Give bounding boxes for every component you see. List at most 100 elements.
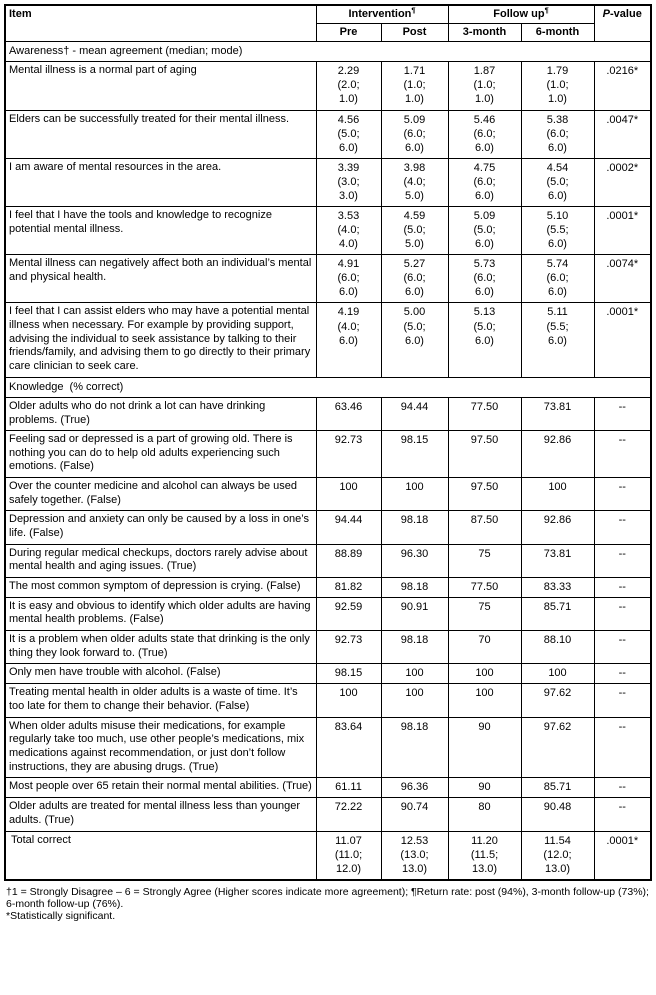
month3-cell: 70	[447, 630, 522, 665]
table-row: Mental illness is a normal part of aging…	[4, 61, 652, 111]
month6-cell: 73.81	[520, 543, 595, 578]
total-row: Total correct 11.07 (11.0; 12.0) 12.53 (13…	[4, 830, 652, 881]
item-cell: Feeling sad or depressed is a part of gr…	[4, 430, 317, 479]
table-row: During regular medical checkups, doctors…	[4, 543, 652, 578]
pre-cell: 4.19 (4.0; 6.0)	[315, 302, 382, 378]
item-cell: Mental illness is a normal part of aging	[4, 61, 317, 111]
return-rate-mark: ¶	[544, 5, 549, 15]
table-row: When older adults misuse their medicatio…	[4, 716, 652, 779]
table-row: Older adults are treated for mental illn…	[4, 797, 652, 832]
footnotes: †1 = Strongly Disagree – 6 = Strongly Ag…	[4, 886, 653, 923]
item-cell: Older adults who do not drink a lot can …	[4, 396, 317, 432]
pvalue-cell: --	[593, 576, 652, 598]
pvalue-p: P	[602, 8, 611, 20]
month6-cell: 90.48	[520, 797, 595, 832]
pvalue-cell: .0216*	[593, 61, 652, 111]
month3-cell: 75	[447, 596, 522, 632]
pvalue-cell: --	[593, 596, 652, 632]
post-cell: 5.09 (6.0; 6.0)	[380, 109, 449, 159]
col-header-3month: 3-month	[447, 23, 522, 42]
month6-cell: 1.79 (1.0; 1.0)	[520, 61, 595, 111]
month6-cell: 97.62	[520, 683, 595, 718]
item-cell: Elders can be successfully treated for t…	[4, 109, 317, 159]
table-row: The most common symptom of depression is…	[4, 576, 652, 598]
month6-cell: 4.54 (5.0; 6.0)	[520, 157, 595, 208]
pvalue-cell: --	[593, 797, 652, 832]
month6-cell: 100	[520, 477, 595, 512]
item-cell: During regular medical checkups, doctors…	[4, 543, 317, 578]
pre-cell: 100	[315, 477, 382, 512]
pvalue-cell: .0001*	[593, 205, 652, 256]
pvalue-cell: --	[593, 630, 652, 665]
col-header-pre: Pre	[315, 23, 382, 42]
return-rate-mark: ¶	[411, 5, 416, 15]
month6-cell: 88.10	[520, 630, 595, 665]
pvalue-cell: --	[593, 716, 652, 779]
item-cell: Only men have trouble with alcohol. (Fal…	[4, 663, 317, 685]
col-header-6month: 6-month	[520, 23, 595, 42]
month3-cell: 87.50	[447, 510, 522, 545]
header-row-groups: Item Intervention¶ Follow up¶ P-value	[4, 4, 652, 42]
month3-cell: 100	[447, 663, 522, 685]
pvalue-suffix: -value	[610, 8, 642, 20]
month3-cell: 97.50	[447, 477, 522, 512]
table-row: I feel that I have the tools and knowled…	[4, 205, 652, 256]
month6-cell: 100	[520, 663, 595, 685]
pre-cell: 92.59	[315, 596, 382, 632]
post-cell: 98.18	[380, 576, 449, 598]
item-cell: Older adults are treated for mental illn…	[4, 797, 317, 832]
item-cell: The most common symptom of depression is…	[4, 576, 317, 598]
pre-cell: 4.56 (5.0; 6.0)	[315, 109, 382, 159]
pre-cell: 61.11	[315, 777, 382, 799]
month6-cell: 85.71	[520, 596, 595, 632]
pvalue-cell: .0047*	[593, 109, 652, 159]
item-cell: Most people over 65 retain their normal …	[4, 777, 317, 799]
table-row: It is easy and obvious to identify which…	[4, 596, 652, 632]
pre-cell: 100	[315, 683, 382, 718]
post-cell: 90.91	[380, 596, 449, 632]
month6-cell: 83.33	[520, 576, 595, 598]
item-cell: I feel that I have the tools and knowled…	[4, 205, 317, 256]
pvalue-column-header: P-value	[593, 4, 652, 42]
item-cell: Over the counter medicine and alcohol ca…	[4, 477, 317, 512]
month6-cell: 5.10 (5.5; 6.0)	[520, 205, 595, 256]
post-cell: 96.30	[380, 543, 449, 578]
month3-cell: 80	[447, 797, 522, 832]
item-cell: It is a problem when older adults state …	[4, 630, 317, 665]
intervention-group-header: Intervention¶	[315, 4, 449, 24]
post-cell: 98.15	[380, 430, 449, 479]
pre-cell: 83.64	[315, 716, 382, 779]
month3-cell: 1.87 (1.0; 1.0)	[447, 61, 522, 111]
month3-cell: 11.20 (11.5; 13.0)	[447, 830, 522, 881]
section-title: Knowledge (% correct)	[4, 376, 652, 398]
results-table-body: Awareness† - mean agreement (median; mod…	[4, 40, 652, 881]
table-row: Elders can be successfully treated for t…	[4, 109, 652, 159]
month3-cell: 90	[447, 716, 522, 779]
month6-cell: 5.11 (5.5; 6.0)	[520, 302, 595, 378]
post-cell: 5.00 (5.0; 6.0)	[380, 302, 449, 378]
pvalue-cell: --	[593, 510, 652, 545]
month3-cell: 77.50	[447, 576, 522, 598]
pre-cell: 92.73	[315, 630, 382, 665]
pvalue-cell: --	[593, 396, 652, 432]
item-cell: It is easy and obvious to identify which…	[4, 596, 317, 632]
month3-cell: 5.13 (5.0; 6.0)	[447, 302, 522, 378]
item-column-header: Item	[4, 4, 317, 42]
pre-cell: 88.89	[315, 543, 382, 578]
table-row: Depression and anxiety can only be cause…	[4, 510, 652, 545]
pvalue-cell: .0002*	[593, 157, 652, 208]
followup-group-header: Follow up¶	[447, 4, 595, 24]
pre-cell: 98.15	[315, 663, 382, 685]
table-row: I feel that I can assist elders who may …	[4, 302, 652, 378]
document-page: Item Intervention¶ Follow up¶ P-value Pr…	[4, 4, 653, 923]
post-cell: 98.18	[380, 716, 449, 779]
post-cell: 90.74	[380, 797, 449, 832]
results-table-head: Item Intervention¶ Follow up¶ P-value Pr…	[4, 4, 652, 42]
post-cell: 94.44	[380, 396, 449, 432]
pre-cell: 4.91 (6.0; 6.0)	[315, 254, 382, 304]
footnote-scale-and-return-rate: †1 = Strongly Disagree – 6 = Strongly Ag…	[6, 885, 649, 911]
pvalue-cell: --	[593, 683, 652, 718]
item-cell: Depression and anxiety can only be cause…	[4, 510, 317, 545]
pvalue-cell: --	[593, 543, 652, 578]
table-row: Over the counter medicine and alcohol ca…	[4, 477, 652, 512]
